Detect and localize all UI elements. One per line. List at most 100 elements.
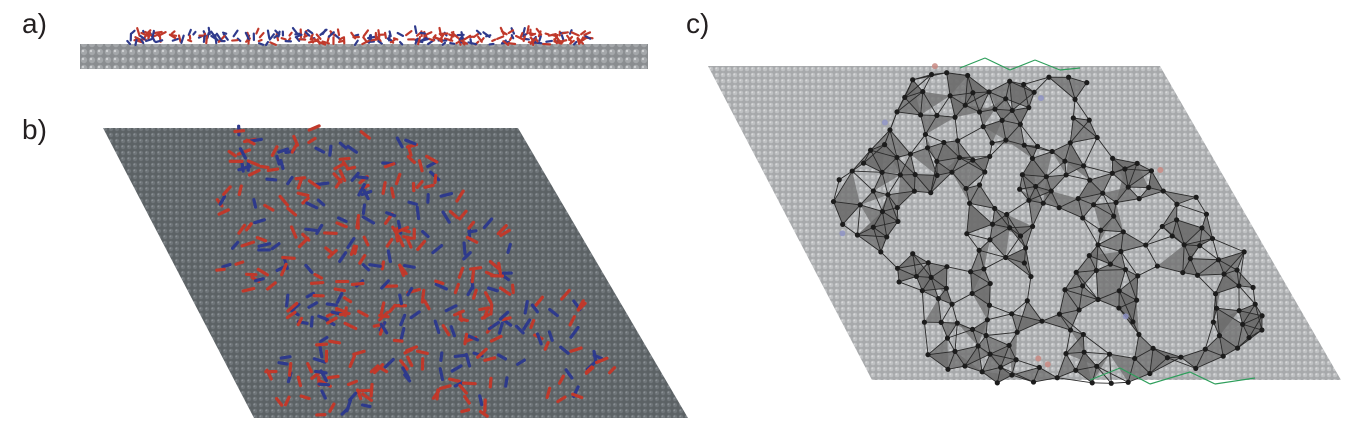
molecule-top	[361, 263, 371, 272]
molecule-top	[346, 379, 359, 387]
network-edge	[1057, 377, 1093, 384]
network-triangle	[989, 227, 1010, 258]
molecule-side	[570, 31, 580, 37]
network-edge	[1216, 308, 1220, 336]
molecule-side	[321, 40, 330, 45]
network-node	[919, 288, 925, 294]
network-edge	[872, 190, 883, 212]
network-edge	[1219, 335, 1224, 357]
molecule-top	[416, 239, 427, 252]
network-triangle	[1024, 145, 1038, 159]
network-triangle	[1093, 204, 1114, 231]
network-edge	[1242, 303, 1256, 325]
network-edge	[1046, 174, 1067, 178]
network-node	[1107, 261, 1113, 267]
molecule-top	[355, 214, 361, 230]
molecule-side	[353, 39, 359, 47]
network-node	[1073, 269, 1079, 275]
molecule-top	[360, 403, 372, 409]
network-edge	[1148, 170, 1152, 188]
network-node	[1019, 172, 1025, 178]
molecule-top	[415, 205, 421, 221]
molecule-top	[547, 330, 554, 342]
molecule-side	[414, 37, 419, 45]
network-node	[870, 224, 876, 230]
molecule-top	[356, 175, 369, 180]
molecule-top	[328, 402, 336, 413]
network-edge	[967, 75, 974, 93]
network-edge	[1008, 345, 1017, 360]
network-edge	[896, 157, 901, 176]
network-edge	[1195, 197, 1207, 215]
panel-label-b: b)	[22, 114, 47, 145]
molecule-side	[386, 37, 393, 42]
molecule-top	[556, 395, 567, 404]
network-edge	[1005, 98, 1029, 109]
network-edge	[1050, 190, 1060, 208]
network-triangle	[1219, 335, 1238, 357]
molecule-side	[153, 30, 163, 35]
network-edge	[971, 293, 990, 306]
molecule-side	[151, 29, 156, 40]
network-node	[1098, 227, 1104, 233]
network-node	[1093, 267, 1099, 274]
network-triangle	[1149, 348, 1168, 374]
molecule-top	[396, 225, 410, 234]
network-node	[962, 363, 968, 369]
molecule-top	[343, 321, 358, 331]
molecule-side	[396, 31, 405, 37]
network-node	[954, 320, 960, 326]
network-triangle	[966, 185, 980, 204]
molecule-top	[222, 185, 232, 196]
molecule-side	[420, 37, 431, 42]
network-triangle	[1011, 313, 1043, 333]
molecule-top	[227, 149, 237, 158]
molecule-top	[559, 345, 570, 355]
molecule-top	[328, 144, 333, 157]
molecule-top	[245, 138, 256, 146]
molecule-top	[333, 161, 347, 171]
molecule-top	[462, 241, 467, 256]
network-node	[1094, 134, 1100, 141]
network-triangle	[938, 288, 953, 305]
network-edge	[925, 134, 945, 143]
network-triangle	[1182, 258, 1198, 276]
molecule-top	[458, 383, 469, 395]
network-edge	[985, 335, 991, 355]
network-edge	[838, 170, 853, 181]
network-edge	[1058, 198, 1079, 209]
network-edge	[1124, 168, 1129, 188]
network-edge	[972, 319, 988, 330]
network-node	[918, 112, 924, 118]
network-node	[910, 77, 916, 83]
network-edge	[954, 323, 958, 352]
network-edge	[1019, 123, 1038, 147]
network-edge	[910, 153, 916, 175]
network-edge	[1051, 142, 1071, 152]
network-node	[882, 142, 888, 148]
molecule-top	[263, 203, 275, 212]
network-edge	[1073, 117, 1098, 138]
molecule-top	[470, 268, 476, 284]
molecule-top	[425, 154, 439, 164]
network-edge	[1069, 117, 1074, 143]
network-node	[1136, 331, 1142, 338]
molecule-top	[379, 301, 386, 316]
network-edge	[1139, 190, 1164, 200]
network-edge	[882, 194, 889, 212]
network-edge	[1118, 307, 1140, 335]
network-node	[1122, 166, 1128, 172]
network-node	[921, 319, 928, 325]
network-triangle	[1012, 107, 1029, 125]
network-triangle	[1116, 187, 1140, 203]
network-edge	[1238, 285, 1256, 305]
network-edge	[989, 227, 1010, 241]
molecule-top	[314, 181, 330, 187]
network-node	[964, 231, 970, 237]
network-node	[1031, 89, 1037, 95]
network-node	[944, 335, 951, 341]
network-edge	[1100, 229, 1124, 233]
molecule-side	[134, 36, 143, 42]
network-edge	[1134, 334, 1140, 359]
molecule-top	[441, 210, 451, 224]
